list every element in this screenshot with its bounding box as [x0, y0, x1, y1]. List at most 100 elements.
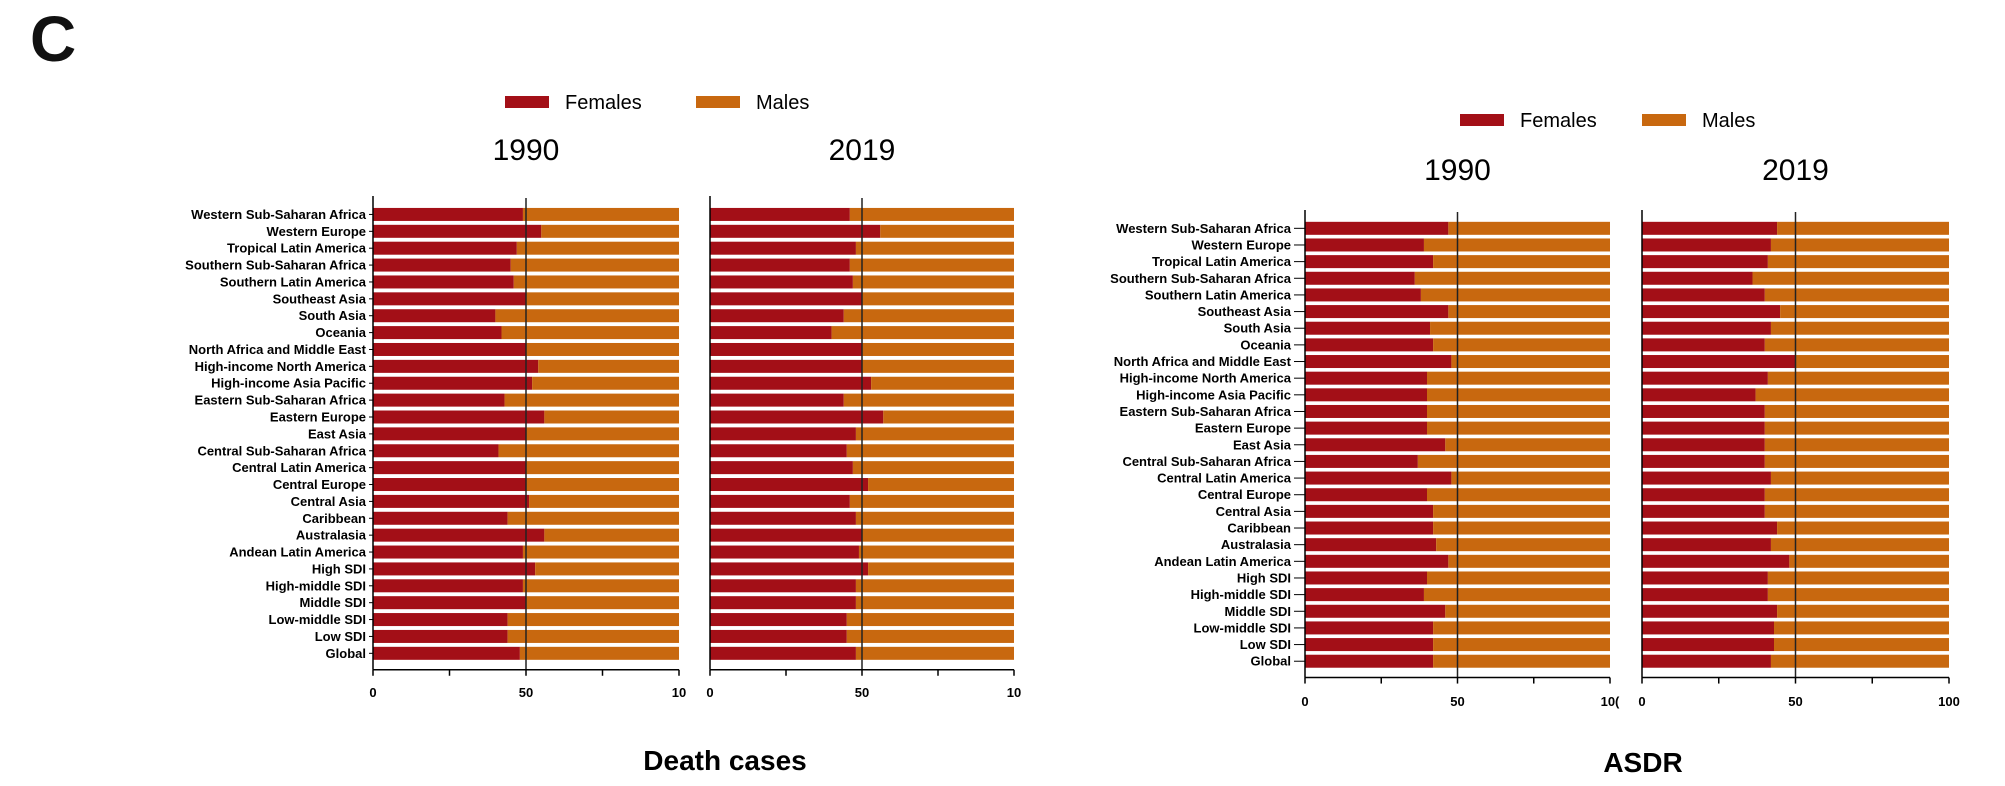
panel-year-title: 1990 [1424, 154, 1491, 187]
bar-males [1427, 488, 1610, 502]
bar-males [831, 326, 1014, 340]
bar-males [1451, 355, 1610, 369]
bar-males [522, 207, 679, 221]
panel-year-title: 1990 [493, 134, 560, 167]
bar-males [852, 461, 1014, 475]
bar-males [522, 579, 679, 593]
bar-males [1427, 388, 1610, 402]
category-label: Andean Latin America [1154, 554, 1292, 569]
bar-males [855, 646, 1014, 660]
bar-females [1642, 288, 1765, 302]
bar-females [710, 342, 862, 356]
bar-females [1305, 338, 1434, 352]
bar-females [373, 596, 526, 610]
bar-males [1767, 588, 1949, 602]
bar-males [849, 494, 1014, 508]
bar-males [855, 579, 1014, 593]
bar-males [862, 359, 1014, 373]
category-label: Global [1251, 654, 1291, 669]
category-label: Eastern Sub-Saharan Africa [195, 393, 367, 408]
bar-females [710, 494, 850, 508]
bar-males [544, 528, 679, 542]
bar-females [1642, 271, 1753, 285]
category-label: Middle SDI [1225, 604, 1291, 619]
bar-males [1764, 454, 1949, 468]
category-label: Low SDI [1240, 637, 1291, 652]
bar-females [373, 511, 508, 525]
bar-males [1448, 305, 1610, 319]
bar-males [507, 511, 679, 525]
bar-males [1433, 255, 1610, 269]
bar-females [1642, 604, 1778, 618]
bar-females [1642, 305, 1781, 319]
bar-males [1789, 554, 1949, 568]
bar-females [710, 545, 859, 559]
bar-females [373, 444, 499, 458]
panel-letter: C [30, 3, 77, 75]
bar-females [373, 461, 526, 475]
bar-males [1777, 221, 1949, 235]
bar-females [1305, 288, 1421, 302]
x-tick-label: 10 [1007, 685, 1021, 700]
bar-males [1433, 521, 1610, 535]
bar-males [529, 494, 679, 508]
bar-males [544, 410, 679, 424]
category-label: Western Sub-Saharan Africa [191, 207, 367, 222]
bar-females [710, 275, 853, 289]
bar-females [1305, 271, 1415, 285]
bar-males [1764, 338, 1949, 352]
bar-females [1642, 321, 1771, 335]
category-label: High SDI [1237, 570, 1291, 585]
category-label: Low-middle SDI [1194, 620, 1292, 635]
bar-females [1642, 621, 1775, 635]
bar-females [1305, 454, 1418, 468]
x-tick-label: 10( [1601, 694, 1620, 709]
bar-males [880, 224, 1014, 238]
bar-males [526, 461, 679, 475]
bar-males [1427, 404, 1610, 418]
legend-swatch-females [1460, 114, 1504, 126]
category-label: Central Sub-Saharan Africa [197, 443, 366, 458]
bar-males [1764, 438, 1949, 452]
bar-males [1764, 288, 1949, 302]
bar-females [710, 629, 847, 643]
bar-males [1780, 305, 1949, 319]
bar-females [710, 528, 862, 542]
bar-males [1433, 654, 1610, 668]
bar-females [710, 579, 856, 593]
bar-males [1445, 604, 1610, 618]
bar-males [526, 596, 679, 610]
x-tick-label: 10 [672, 685, 686, 700]
category-label: Central Sub-Saharan Africa [1122, 454, 1291, 469]
bar-females [1642, 504, 1765, 518]
bar-males [501, 326, 679, 340]
bar-females [373, 207, 523, 221]
bar-females [1642, 538, 1771, 552]
bar-males [1764, 421, 1949, 435]
category-label: High-income Asia Pacific [211, 376, 366, 391]
bar-males [855, 427, 1014, 441]
bar-females [710, 292, 862, 306]
bar-females [373, 258, 511, 272]
bar-males [1427, 371, 1610, 385]
bar-females [1305, 488, 1427, 502]
bar-males [1795, 355, 1949, 369]
bar-females [1642, 221, 1778, 235]
bar-females [1642, 654, 1771, 668]
bar-males [1420, 288, 1610, 302]
bar-males [1764, 404, 1949, 418]
bar-males [843, 309, 1014, 323]
bar-females [710, 241, 856, 255]
bar-females [1305, 621, 1434, 635]
bar-females [373, 376, 533, 390]
bar-males [510, 258, 679, 272]
x-tick-label: 0 [706, 685, 713, 700]
bar-males [868, 562, 1014, 576]
bar-females [373, 545, 523, 559]
bar-males [1448, 221, 1610, 235]
legend-swatch-females [505, 96, 549, 108]
bar-males [1777, 521, 1949, 535]
bar-females [1305, 438, 1446, 452]
bar-males [526, 427, 679, 441]
category-label: South Asia [299, 308, 367, 323]
